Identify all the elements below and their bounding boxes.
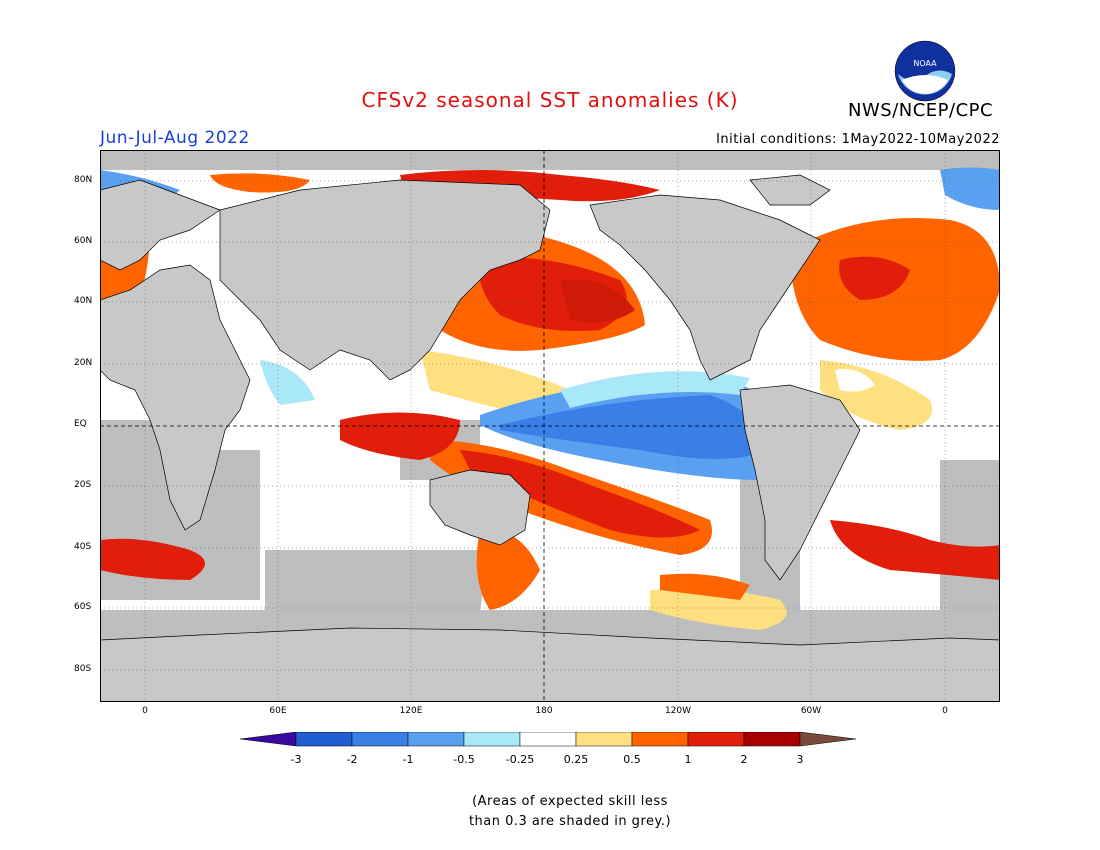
chart-title: CFSv2 seasonal SST anomalies (K) <box>361 88 739 112</box>
skill-note: (Areas of expected skill less than 0.3 a… <box>420 792 720 832</box>
legend-swatch-max <box>799 732 857 747</box>
noaa-logo: NOAA <box>894 40 956 102</box>
lon-label: 120W <box>664 706 692 716</box>
legend-swatch-min <box>240 732 297 747</box>
legend-swatch <box>575 732 633 747</box>
initial-conditions: Initial conditions: 1May2022-10May2022 <box>716 132 1000 147</box>
legend-tick-label: 0.25 <box>564 753 589 766</box>
lon-label: 120E <box>399 706 423 716</box>
legend-swatch <box>631 732 689 747</box>
land-masses <box>100 174 1000 702</box>
sst-map <box>100 150 1000 702</box>
lat-label: 20N <box>74 358 93 368</box>
lat-label: 80N <box>74 175 93 185</box>
legend-tick-label: 0.5 <box>623 753 641 766</box>
legend-swatch <box>687 732 745 747</box>
legend-tick-label: -3 <box>291 753 302 766</box>
skill-note-line1: (Areas of expected skill less <box>472 794 668 809</box>
legend-tick-label: -0.25 <box>506 753 534 766</box>
lat-label: 20S <box>74 480 92 490</box>
lon-label: 0 <box>142 706 148 716</box>
legend-swatch <box>295 732 353 747</box>
lat-label: 40N <box>74 296 93 306</box>
lon-label: 180 <box>535 706 553 716</box>
lon-label: 60E <box>269 706 287 716</box>
legend-swatch <box>407 732 465 747</box>
legend-tick-label: 1 <box>685 753 692 766</box>
lat-label: 40S <box>74 542 92 552</box>
lon-label: 60W <box>800 706 822 716</box>
legend-tick-label: 2 <box>741 753 748 766</box>
color-legend: -3 -2 -1 -0.5 -0.25 0.25 0.5 1 2 3 <box>240 732 857 766</box>
skill-note-line2: than 0.3 are shaded in grey.) <box>468 814 672 829</box>
legend-swatch <box>519 732 577 747</box>
legend-tick-label: -0.5 <box>453 753 474 766</box>
legend-swatch <box>743 732 801 747</box>
lat-label: 60S <box>74 602 92 612</box>
legend-tick-label: -1 <box>403 753 414 766</box>
legend-swatch <box>351 732 409 747</box>
legend-tick-label: 3 <box>797 753 804 766</box>
lat-label: 60N <box>74 236 93 246</box>
lat-label: EQ <box>74 419 87 429</box>
agency-label: NWS/NCEP/CPC <box>848 100 994 121</box>
logo-text: NOAA <box>913 59 937 68</box>
lat-label: 80S <box>74 664 92 674</box>
legend-swatch <box>463 732 521 747</box>
lon-label: 0 <box>942 706 948 716</box>
legend-tick-label: -2 <box>347 753 358 766</box>
forecast-period: Jun-Jul-Aug 2022 <box>100 128 250 148</box>
